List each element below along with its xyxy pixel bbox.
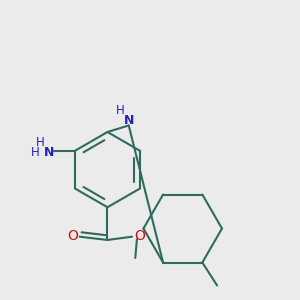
Text: O: O	[67, 229, 78, 243]
Text: N: N	[44, 146, 54, 159]
Text: H: H	[31, 146, 40, 159]
Text: H: H	[36, 136, 45, 149]
Text: N: N	[124, 114, 134, 127]
Text: H: H	[116, 104, 125, 117]
Text: O: O	[134, 229, 145, 243]
